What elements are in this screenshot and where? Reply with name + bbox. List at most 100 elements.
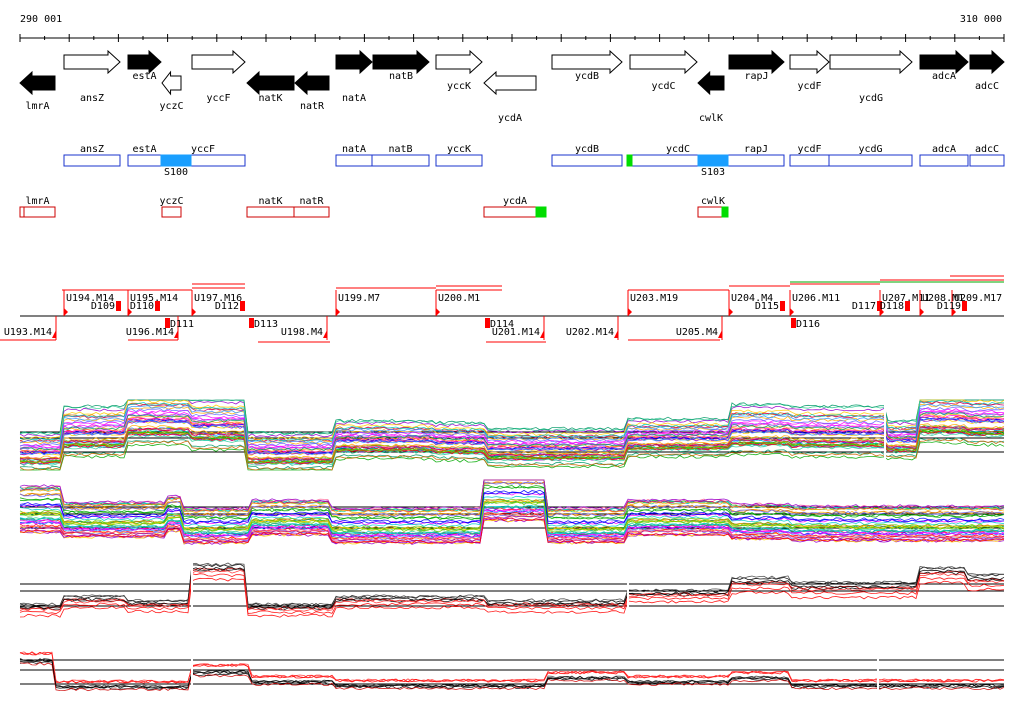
downshift-marker [116, 301, 121, 311]
expression-profile-line [19, 438, 1005, 471]
plus-box-adcA [919, 154, 969, 167]
segment-upper-label: U203.M19 [630, 293, 678, 304]
segment-up-marker [128, 308, 132, 316]
downshift-lower-label: D116 [796, 319, 820, 330]
downshift-marker [155, 301, 160, 311]
gene-label-ycdF: ycdF [797, 81, 821, 92]
minus-box-label-yczC: yczC [159, 196, 183, 207]
gene-arrow-yccF [191, 49, 246, 75]
minus-box-label-lmrA: lmrA [25, 196, 49, 207]
expression-profile-line [19, 412, 1005, 452]
gene-label-ycdA: ycdA [498, 113, 522, 124]
segment-down-marker [718, 330, 722, 338]
segment-upper-label: U207.M11 [882, 293, 930, 304]
gene-arrow-ansZ [63, 49, 121, 75]
segment-upper-label: U209.M17 [954, 293, 1002, 304]
expression-profile-line [19, 399, 1005, 442]
plus-box-natB [371, 154, 430, 167]
expression-profile-line [19, 491, 1004, 525]
expression-profile-line [19, 486, 1005, 521]
expression-profile-line [19, 481, 1005, 517]
plus-box-label-ycdG: ycdG [858, 144, 882, 155]
plus-box-label-natA: natA [342, 144, 366, 155]
minus-box-label-natK: natK [258, 196, 282, 207]
segment-lower-label: U193.M14 [4, 327, 52, 338]
segment-upper-label: U206.M11 [792, 293, 840, 304]
expression-profile-line [19, 413, 1005, 452]
segment-upper-label: U199.M7 [338, 293, 380, 304]
coordinate-axis [19, 34, 1005, 42]
plus-box-ansZ [63, 154, 121, 167]
expression-profile-line [19, 406, 1005, 447]
plus-highlight-label: S103 [701, 167, 725, 178]
expression-profile-line [19, 562, 1005, 607]
expression-track [19, 562, 1005, 618]
gene-label-ansZ: ansZ [80, 93, 104, 104]
segment-upper-label: U204.M4 [731, 293, 773, 304]
segment-up-marker [628, 308, 632, 316]
plus-box-adcC [969, 154, 1005, 167]
minus-highlight [721, 206, 729, 218]
gene-arrow-yczC [161, 70, 182, 96]
segment-up-marker [336, 308, 340, 316]
minus-box-yczC [161, 206, 182, 218]
plus-box-ycdG [828, 154, 913, 167]
downshift-upper-label: D109 [91, 301, 115, 312]
gene-label-yccK: yccK [447, 81, 471, 92]
minus-box-natK [246, 206, 295, 218]
segment-up-marker [729, 308, 733, 316]
segment-lower-label: U198.M4 [281, 327, 323, 338]
plus-box-ycdF [789, 154, 830, 167]
segment-up-marker [64, 308, 68, 316]
minus-box-label-ycdA: ycdA [503, 196, 527, 207]
expression-profile-line [19, 501, 1005, 532]
downshift-marker [240, 301, 245, 311]
expression-profile-line [19, 492, 1005, 525]
gene-arrow-natA [335, 49, 373, 75]
downshift-upper-label: D117 [852, 301, 876, 312]
expression-profile-line [19, 569, 1005, 612]
downshift-upper-label: D119 [937, 301, 961, 312]
gene-arrow-adcC [969, 49, 1005, 75]
segment-upper-label: U197.M16 [194, 293, 242, 304]
segment-down-marker [614, 330, 618, 338]
expression-profile-line [19, 403, 1005, 445]
expression-profile-line [19, 566, 1005, 609]
plus-box-label-ansZ: ansZ [80, 144, 104, 155]
plus-box-natA [335, 154, 373, 167]
expression-profile-line [19, 577, 1005, 618]
expression-profile-line [19, 517, 1005, 544]
gene-arrows-track: lmrA ansZ estA yczC yccF natK natR natA natB yccK… [19, 49, 1005, 124]
downshift-upper-label: D118 [880, 301, 904, 312]
gene-arrow-natK [246, 70, 295, 96]
gene-label-natA: natA [342, 93, 366, 104]
downshift-marker [485, 318, 490, 328]
expression-profile-line [19, 403, 1005, 444]
axis-start-label: 290 001 [20, 14, 62, 25]
expression-profile-line [20, 441, 1005, 471]
gene-label-lmrA: lmrA [25, 101, 49, 112]
downshift-marker [905, 301, 910, 311]
segment-upper-label: U208.M1 [922, 293, 964, 304]
expression-profile-line [19, 437, 1005, 470]
expression-profile-line [19, 573, 1005, 615]
expression-profile-line [19, 651, 1005, 684]
plus-box-rapJ [727, 154, 785, 167]
expression-profile-line [19, 517, 1005, 544]
segment-up-marker [920, 308, 924, 316]
segment-up-marker [790, 308, 794, 316]
gene-arrow-ycdG [829, 49, 913, 75]
minus-box-label-natR: natR [299, 196, 324, 207]
minus-box-natR [293, 206, 330, 218]
expression-track [19, 399, 1005, 471]
expression-profile-line [19, 512, 1005, 541]
gene-arrow-lmrA [19, 70, 56, 96]
plus-box-yccK [435, 154, 483, 167]
expression-profile-line [19, 416, 1005, 454]
downshift-upper-label: D115 [755, 301, 779, 312]
plus-box-label-rapJ: rapJ [744, 144, 768, 155]
segment-lower-label: U202.M14 [566, 327, 614, 338]
segment-down-marker [52, 330, 56, 338]
expression-profile-line [19, 479, 1005, 511]
plus-box-label-ycdB: ycdB [575, 144, 599, 155]
